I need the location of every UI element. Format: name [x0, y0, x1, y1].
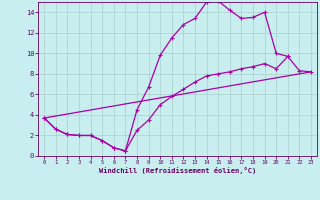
- X-axis label: Windchill (Refroidissement éolien,°C): Windchill (Refroidissement éolien,°C): [99, 167, 256, 174]
